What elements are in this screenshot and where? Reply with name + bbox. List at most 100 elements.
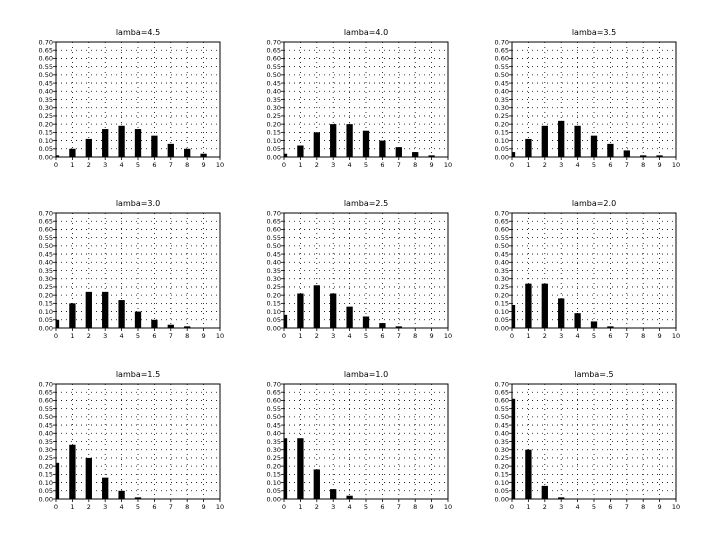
x-tick-label: 7 (625, 503, 629, 511)
bar (69, 444, 76, 499)
y-tick-label: 0.55 (495, 63, 509, 71)
x-tick-label: 2 (543, 161, 547, 169)
x-tick-label: 6 (608, 332, 612, 340)
x-tick-label: 9 (202, 332, 206, 340)
y-tick-label: 0.65 (267, 47, 281, 55)
x-tick-label: 0 (54, 161, 58, 169)
bar (151, 319, 158, 328)
x-tick-label: 3 (559, 503, 563, 511)
y-tick-label: 0.50 (39, 242, 53, 250)
chart-panel-4: lamba=3.0 0.000.050.100.150.200.250.300.3… (39, 199, 225, 340)
bar (134, 129, 142, 157)
x-tick-label: 9 (430, 161, 434, 169)
y-tick-label: 0.65 (267, 218, 281, 226)
x-tick-label: 10 (672, 161, 680, 169)
y-tick-label: 0.05 (267, 145, 281, 153)
bar (118, 490, 125, 499)
y-tick-label: 0.20 (267, 120, 281, 128)
bar (200, 153, 207, 157)
x-tick-label: 2 (87, 503, 91, 511)
x-tick-label: 5 (364, 161, 368, 169)
y-tick-label: 0.35 (495, 267, 509, 275)
y-tick-label: 0.00 (267, 324, 281, 332)
bar (56, 319, 60, 328)
x-tick-label: 0 (282, 332, 286, 340)
x-tick-label: 6 (152, 503, 156, 511)
x-tick-label: 3 (559, 161, 563, 169)
chart-panel-5: lamba=2.5 0.000.050.100.150.200.250.300.3… (267, 199, 453, 340)
y-tick-label: 0.15 (39, 471, 53, 479)
bar (428, 155, 435, 157)
bar (313, 285, 320, 328)
bar (607, 143, 614, 157)
x-tick-label: 4 (120, 161, 124, 169)
x-tick-label: 10 (672, 503, 680, 511)
bar (346, 495, 353, 499)
x-tick-label: 1 (70, 503, 74, 511)
x-tick-label: 0 (510, 332, 514, 340)
x-tick-label: 9 (658, 332, 662, 340)
bar (69, 148, 76, 157)
bar (184, 148, 191, 157)
x-tick-label: 5 (136, 332, 140, 340)
y-tick-label: 0.60 (267, 55, 281, 63)
bar (102, 291, 109, 328)
x-tick-label: 2 (315, 161, 319, 169)
x-tick-label: 3 (331, 332, 335, 340)
x-tick-label: 2 (543, 503, 547, 511)
chart-title: lamba=1.5 (116, 370, 160, 379)
chart-panel-2: lamba=4.0 0.000.050.100.150.200.250.300.3… (267, 28, 453, 169)
y-tick-label: 0.00 (495, 495, 509, 503)
chart-panel-6: lamba=2.0 0.000.050.100.150.200.250.300.3… (495, 199, 681, 340)
bar (512, 305, 516, 328)
bar (56, 155, 60, 157)
plot-frame (511, 212, 677, 329)
x-tick-label: 4 (576, 161, 580, 169)
y-tick-label: 0.55 (495, 405, 509, 413)
y-tick-label: 0.15 (267, 471, 281, 479)
y-tick-label: 0.25 (495, 112, 509, 120)
x-tick-label: 6 (152, 332, 156, 340)
bar (574, 313, 581, 328)
y-tick-label: 0.20 (495, 462, 509, 470)
x-tick-label: 2 (87, 332, 91, 340)
x-tick-label: 9 (658, 503, 662, 511)
bar (574, 125, 581, 157)
y-tick-label: 0.05 (267, 487, 281, 495)
x-tick-label: 7 (625, 161, 629, 169)
y-tick-label: 0.25 (495, 454, 509, 462)
y-tick-label: 0.45 (39, 250, 53, 258)
y-tick-label: 0.35 (495, 96, 509, 104)
y-tick-label: 0.25 (495, 283, 509, 291)
y-tick-label: 0.10 (39, 137, 53, 145)
x-tick-label: 0 (282, 161, 286, 169)
chart-title: lamba=4.0 (344, 28, 388, 37)
bar (297, 438, 304, 499)
plot-frame (511, 383, 677, 500)
y-tick-label: 0.60 (39, 397, 53, 405)
y-tick-label: 0.30 (495, 104, 509, 112)
y-tick-label: 0.05 (39, 487, 53, 495)
y-tick-label: 0.25 (39, 112, 53, 120)
bar (167, 143, 174, 157)
x-tick-label: 8 (413, 332, 417, 340)
y-tick-label: 0.00 (495, 324, 509, 332)
x-tick-label: 1 (526, 503, 530, 511)
chart-title: lamba=.5 (574, 370, 613, 379)
x-tick-label: 7 (169, 503, 173, 511)
x-tick-label: 3 (103, 332, 107, 340)
x-tick-label: 1 (70, 332, 74, 340)
x-tick-label: 4 (348, 332, 352, 340)
x-tick-label: 0 (54, 503, 58, 511)
y-tick-label: 0.10 (39, 479, 53, 487)
y-tick-label: 0.20 (495, 120, 509, 128)
y-tick-label: 0.30 (495, 275, 509, 283)
y-tick-label: 0.55 (495, 234, 509, 242)
bar (346, 124, 353, 157)
y-tick-label: 0.65 (39, 47, 53, 55)
bar (541, 125, 548, 157)
y-tick-label: 0.40 (267, 259, 281, 267)
y-tick-label: 0.55 (267, 405, 281, 413)
x-tick-label: 10 (444, 332, 452, 340)
bar (558, 120, 565, 157)
